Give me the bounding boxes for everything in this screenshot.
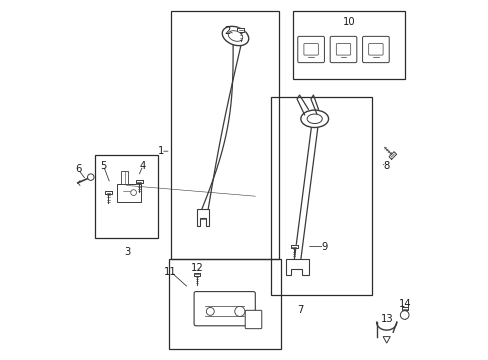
Text: 13: 13 <box>380 314 392 324</box>
Ellipse shape <box>222 26 248 46</box>
Bar <box>168 259 280 349</box>
Bar <box>271 97 371 295</box>
Ellipse shape <box>300 110 328 127</box>
Polygon shape <box>401 307 407 310</box>
Circle shape <box>206 307 214 315</box>
Polygon shape <box>105 191 111 194</box>
Text: 12: 12 <box>190 263 203 273</box>
Text: 7: 7 <box>297 305 303 315</box>
Circle shape <box>130 190 136 195</box>
Circle shape <box>400 311 408 319</box>
Text: 8: 8 <box>383 161 389 171</box>
Polygon shape <box>285 259 309 275</box>
Bar <box>170 11 278 259</box>
Text: 2: 2 <box>224 26 230 36</box>
Ellipse shape <box>306 114 322 123</box>
Polygon shape <box>237 28 244 32</box>
Text: 5: 5 <box>100 161 106 171</box>
FancyBboxPatch shape <box>329 36 356 63</box>
Bar <box>117 184 141 202</box>
Text: 11: 11 <box>164 267 177 277</box>
Polygon shape <box>121 171 128 184</box>
FancyBboxPatch shape <box>368 44 382 55</box>
Polygon shape <box>136 180 142 183</box>
FancyBboxPatch shape <box>244 310 261 329</box>
Text: 3: 3 <box>124 247 130 257</box>
Polygon shape <box>290 245 297 248</box>
Bar <box>95 155 158 238</box>
Text: 9: 9 <box>321 242 327 252</box>
Polygon shape <box>382 337 389 343</box>
FancyBboxPatch shape <box>362 36 388 63</box>
Text: 14: 14 <box>398 299 410 309</box>
FancyBboxPatch shape <box>336 44 350 55</box>
FancyBboxPatch shape <box>303 44 318 55</box>
Circle shape <box>234 306 244 316</box>
FancyBboxPatch shape <box>297 36 324 63</box>
Polygon shape <box>196 209 209 226</box>
Circle shape <box>87 174 94 180</box>
Ellipse shape <box>228 31 242 41</box>
FancyBboxPatch shape <box>194 292 255 326</box>
Polygon shape <box>193 273 200 276</box>
Bar <box>292 11 404 79</box>
Polygon shape <box>388 152 396 159</box>
Text: 6: 6 <box>75 164 81 174</box>
Text: 1: 1 <box>158 146 164 156</box>
Text: 4: 4 <box>140 161 146 171</box>
Text: 10: 10 <box>342 17 354 27</box>
